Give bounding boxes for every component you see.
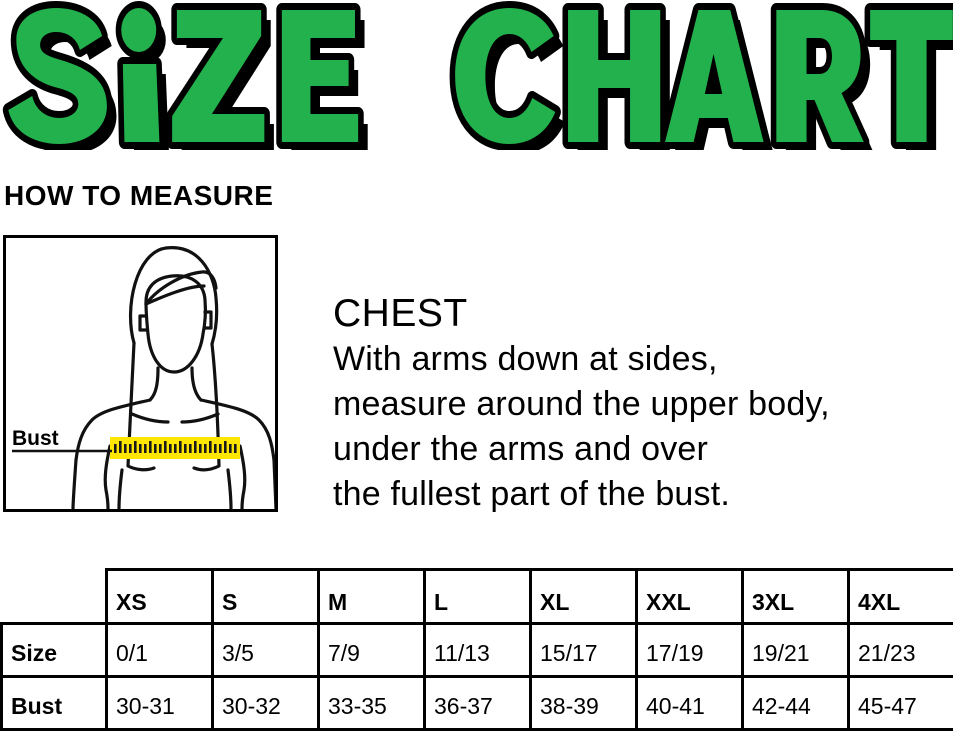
size-xxl: 17/19: [637, 624, 743, 677]
table-header-l: L: [425, 570, 531, 624]
bust-l: 36-37: [425, 677, 531, 730]
table-header-xs: XS: [107, 570, 213, 624]
bust-m: 33-35: [319, 677, 425, 730]
table-header-4xl: 4XL: [849, 570, 953, 624]
chest-line-1: With arms down at sides,: [333, 337, 933, 382]
table-row: Bust 30-31 30-32 33-35 36-37 38-39 40-41…: [2, 677, 953, 730]
size-3xl: 19/21: [743, 624, 849, 677]
table-header-xxl: XXL: [637, 570, 743, 624]
chest-line-3: under the arms and over: [333, 427, 933, 472]
bust-s: 30-32: [213, 677, 319, 730]
chest-line-2: measure around the upper body,: [333, 382, 933, 427]
size-s: 3/5: [213, 624, 319, 677]
page-title-banner: [0, 0, 953, 150]
chest-heading: CHEST: [333, 291, 933, 337]
tape-measure: [110, 437, 240, 459]
size-chart-title-graphic: [0, 0, 953, 150]
bust-3xl: 42-44: [743, 677, 849, 730]
table-header-s: S: [213, 570, 319, 624]
table-header-row: XS S M L XL XXL 3XL 4XL: [2, 570, 953, 624]
row-label-size: Size: [2, 624, 107, 677]
bust-xxl: 40-41: [637, 677, 743, 730]
how-to-measure-heading: HOW TO MEASURE: [4, 182, 273, 210]
female-torso-figure: [6, 238, 275, 509]
table-header-xl: XL: [531, 570, 637, 624]
chest-description-block: CHEST With arms down at sides, measure a…: [333, 291, 933, 517]
row-label-bust: Bust: [2, 677, 107, 730]
table-header-3xl: 3XL: [743, 570, 849, 624]
bust-xl: 38-39: [531, 677, 637, 730]
table-header-m: M: [319, 570, 425, 624]
size-m: 7/9: [319, 624, 425, 677]
size-xl: 15/17: [531, 624, 637, 677]
size-l: 11/13: [425, 624, 531, 677]
size-chart-table: XS S M L XL XXL 3XL 4XL Size 0/1 3/5 7/9…: [0, 568, 953, 731]
bust-xs: 30-31: [107, 677, 213, 730]
size-4xl: 21/23: [849, 624, 953, 677]
bust-caption: Bust: [12, 428, 59, 449]
bust-4xl: 45-47: [849, 677, 953, 730]
table-corner-cell: [2, 570, 107, 624]
measurement-illustration-box: [3, 235, 278, 512]
chest-line-4: the fullest part of the bust.: [333, 472, 933, 517]
table-row: Size 0/1 3/5 7/9 11/13 15/17 17/19 19/21…: [2, 624, 953, 677]
size-xs: 0/1: [107, 624, 213, 677]
